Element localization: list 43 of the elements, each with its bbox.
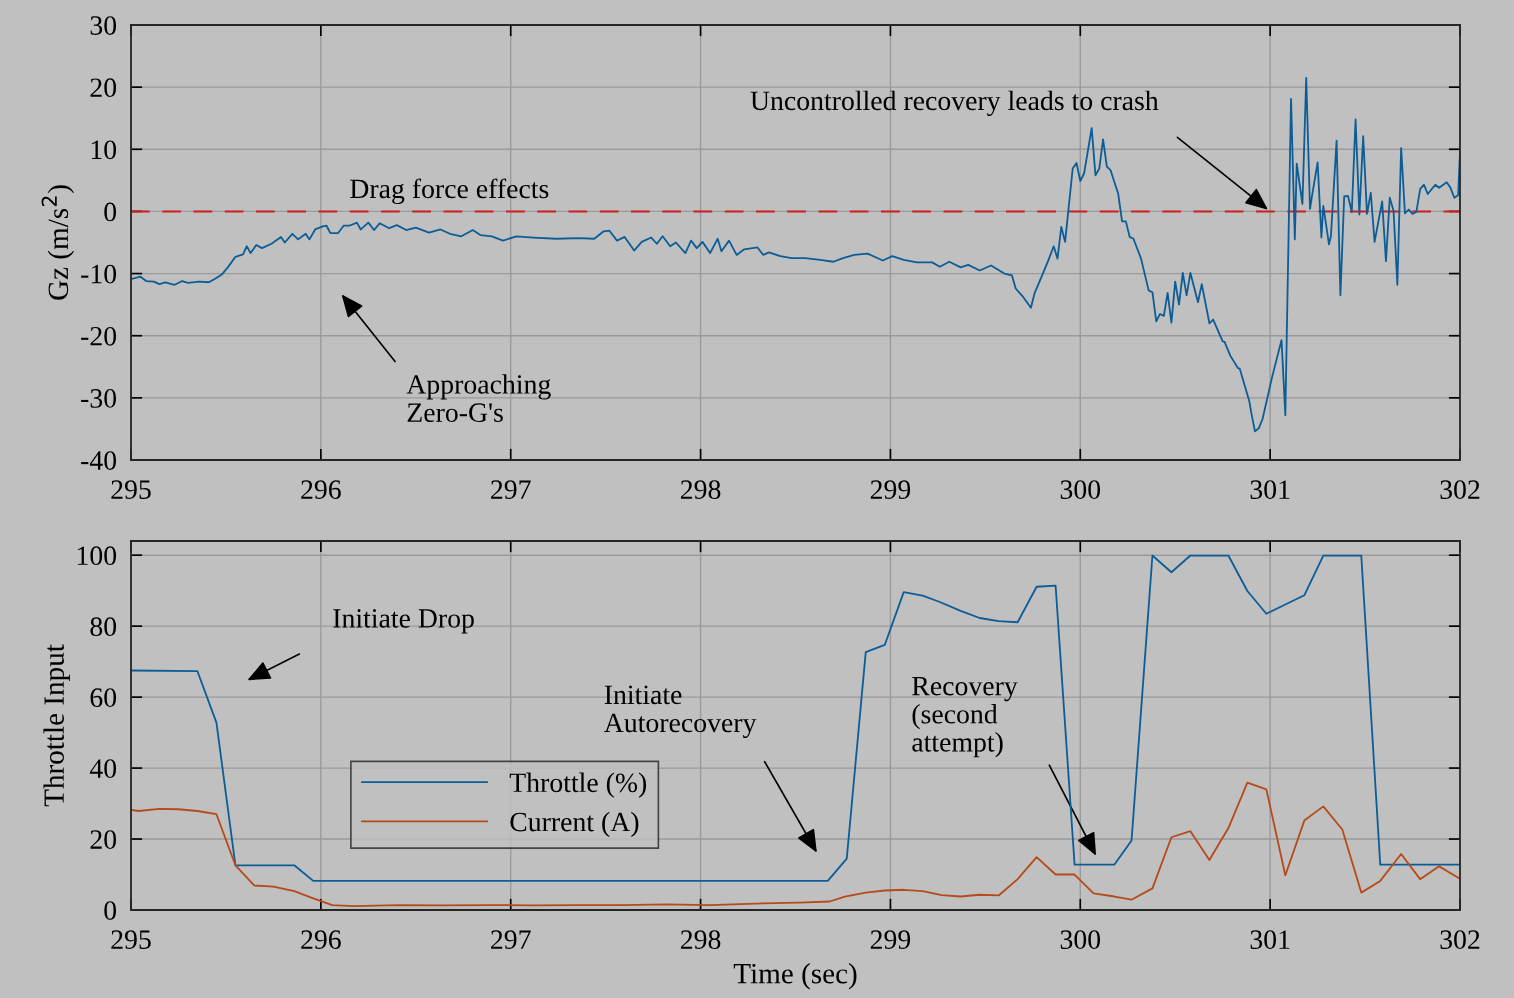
annotation: Recovery (second attempt) [912,676,1018,758]
x-tick-label: 299 [870,930,911,949]
y-tick-label: 0 [104,202,117,222]
x-tick-label: 297 [491,480,531,499]
x-tick-label: 296 [301,480,341,499]
y-tick-label: 100 [77,546,117,566]
y-tick-label: 60 [90,688,117,708]
legend-label: Current (A) [510,811,639,838]
annotation: Initiate Drop [333,609,474,634]
legend-label: Throttle (%) [509,772,647,798]
annotation: Approaching Zero-G's [406,374,551,422]
line-series [131,554,1460,882]
annotation: Uncontrolled recovery leads to crash [750,90,1159,116]
x-tick-label: 296 [301,930,341,949]
y-tick-label: 20 [90,78,117,98]
x-tick-label: 302 [1440,930,1480,949]
x-tick-label: 297 [491,930,531,949]
line-series [131,76,1460,433]
x-tick-label: 298 [680,930,721,949]
y-axis-title: Gz (m/s$^{2}$) [41,185,75,300]
x-tick-label: 300 [1060,930,1101,949]
x-tick-label: 298 [680,480,721,499]
y-tick-label: -20 [81,326,117,346]
y-tick-label: 80 [90,617,117,637]
x-axis-title: Time (sec) [733,962,857,990]
x-tick-label: 301 [1250,480,1290,499]
x-tick-label: 301 [1250,930,1290,949]
ref-line-label: Drag force effects [350,178,549,204]
y-tick-label: 40 [89,759,117,778]
y-tick-label: 30 [90,16,117,35]
x-tick-label: 295 [111,930,151,949]
y-tick-label: -40 [81,451,117,470]
y-tick-label: 0 [104,901,117,920]
y-tick-label: 10 [91,140,117,160]
y-tick-label: -10 [81,264,117,284]
x-tick-label: 300 [1060,480,1101,499]
y-tick-label: -30 [81,389,117,408]
annotation: Initiate Autorecovery [604,685,757,738]
y-axis-title: Throttle Input [43,644,70,807]
x-tick-label: 302 [1440,480,1480,499]
y-tick-label: 20 [90,830,117,849]
x-tick-label: 295 [111,480,151,499]
x-tick-label: 299 [870,480,911,499]
